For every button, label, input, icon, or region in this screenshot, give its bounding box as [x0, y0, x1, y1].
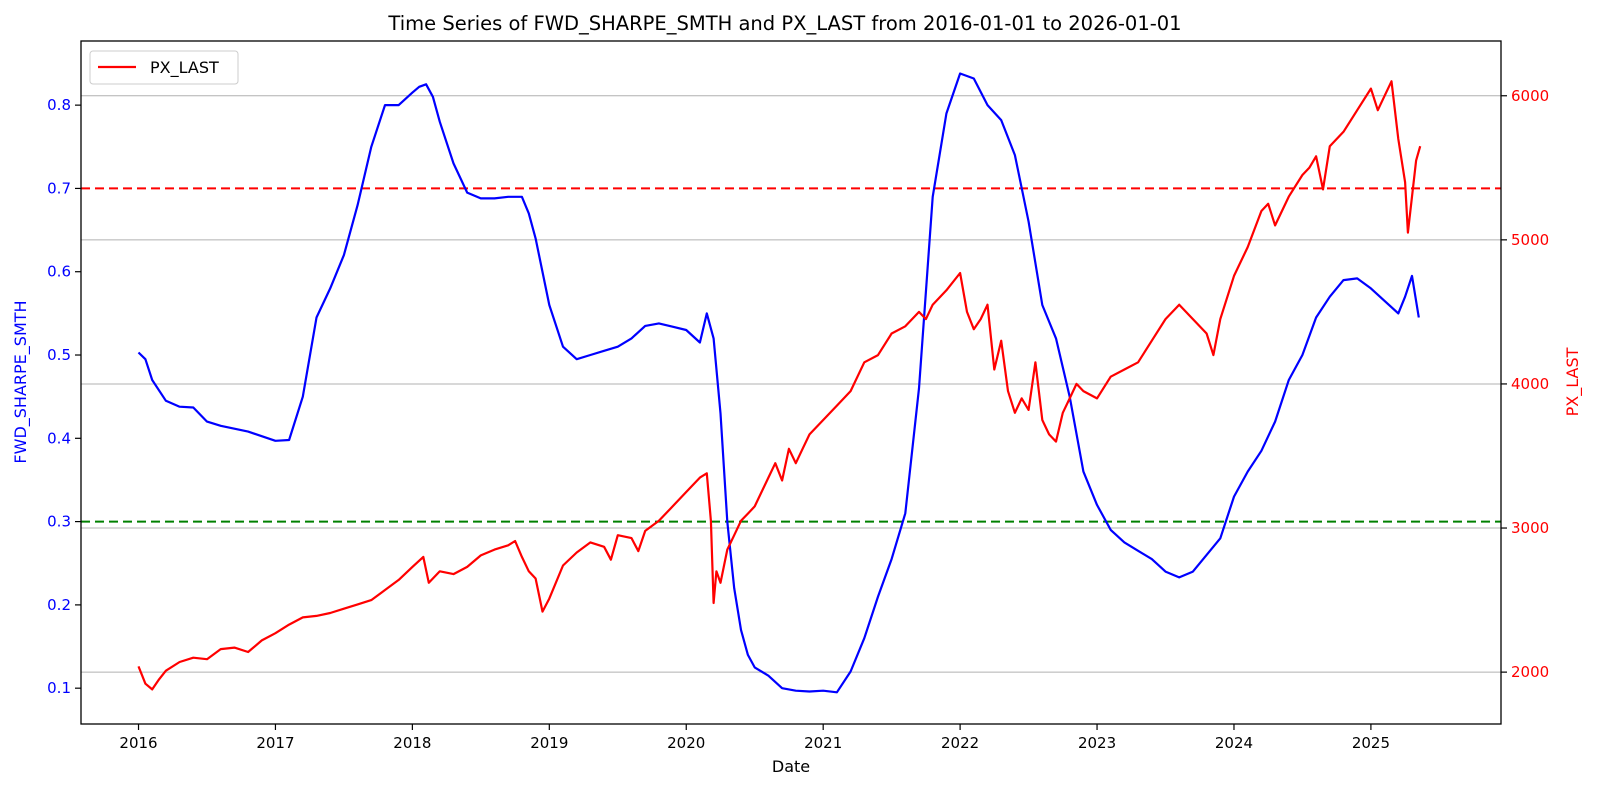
series-line-fwd-sharpe-smth	[137, 72, 1420, 694]
y-right-tick-label: 3000	[1511, 519, 1549, 537]
grid-lines	[81, 95, 1501, 673]
x-axis-label: Date	[772, 757, 810, 776]
y-left-tick-label: 0.7	[47, 179, 71, 197]
series-line-px-last	[137, 80, 1422, 691]
x-tick-label: 2021	[804, 734, 842, 752]
legend-label-px-last: PX_LAST	[150, 58, 219, 78]
y-left-tick-label: 0.5	[47, 346, 71, 364]
x-tick-label: 2019	[530, 734, 568, 752]
x-tick-label: 2016	[119, 734, 157, 752]
x-tick-label: 2025	[1352, 734, 1390, 752]
y-axis-right: 2000 3000 4000 5000 6000	[1501, 87, 1549, 681]
x-tick-label: 2018	[393, 734, 431, 752]
y-right-tick-label: 5000	[1511, 231, 1549, 249]
y-left-tick-label: 0.8	[47, 96, 71, 114]
reference-lines	[81, 187, 1501, 523]
x-tick-label: 2020	[667, 734, 705, 752]
legend: PX_LAST	[89, 50, 239, 85]
plot-frame	[80, 40, 1502, 725]
y-right-tick-label: 2000	[1511, 663, 1549, 681]
series-lines	[137, 72, 1422, 694]
y-axis-left: 0.1 0.2 0.3 0.4 0.5 0.6 0.7 0.8	[47, 96, 81, 697]
x-tick-label: 2017	[256, 734, 294, 752]
x-axis: 2016 2017 2018 2019 2020 2021 2022 2023 2024 2025	[119, 724, 1390, 752]
chart-title: Time Series of FWD_SHARPE_SMTH and PX_LA…	[387, 12, 1181, 35]
y-left-tick-label: 0.2	[47, 596, 71, 614]
y-right-tick-label: 4000	[1511, 375, 1549, 393]
y-left-tick-label: 0.6	[47, 263, 71, 281]
y-axis-left-label: FWD_SHARPE_SMTH	[11, 300, 31, 463]
y-axis-right-label: PX_LAST	[1563, 347, 1583, 416]
y-right-tick-label: 6000	[1511, 87, 1549, 105]
y-left-tick-label: 0.3	[47, 513, 71, 531]
x-tick-label: 2022	[941, 734, 979, 752]
legend-box	[89, 50, 239, 85]
y-left-tick-label: 0.4	[47, 429, 71, 447]
x-tick-label: 2023	[1078, 734, 1116, 752]
x-tick-label: 2024	[1215, 734, 1253, 752]
y-left-tick-label: 0.1	[47, 679, 71, 697]
